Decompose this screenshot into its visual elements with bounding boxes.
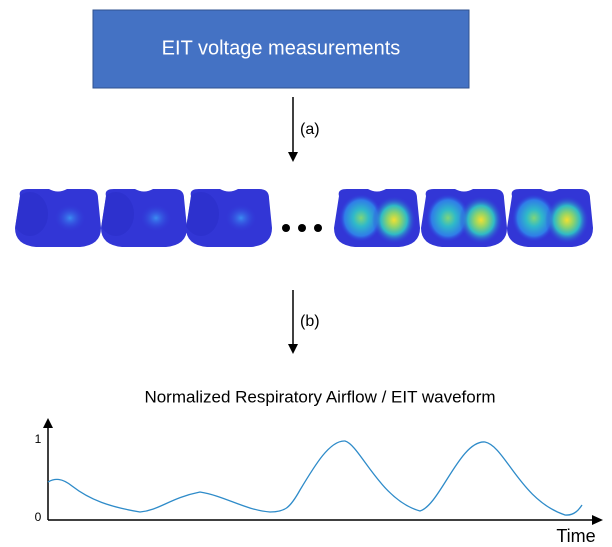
box-label: EIT voltage measurements: [162, 37, 401, 59]
ellipsis: [282, 224, 322, 232]
eit-image: [334, 189, 420, 247]
waveform-line: [48, 441, 582, 515]
y-label: 0: [35, 510, 42, 524]
y-label: 1: [35, 432, 42, 446]
axis-head: [592, 515, 603, 525]
arrow-head: [288, 344, 298, 354]
eit-image: [98, 189, 187, 247]
arrow-label: (b): [300, 313, 320, 330]
diagram: EIT voltage measurements (a) (b) Normali…: [0, 0, 612, 547]
arrow-head: [288, 152, 298, 162]
eit-image: [183, 189, 272, 247]
eit-image: [507, 189, 593, 247]
eit-image: [12, 189, 101, 247]
x-label: Time: [556, 526, 595, 546]
axis-head: [43, 418, 53, 428]
waveform-title: Normalized Respiratory Airflow / EIT wav…: [144, 387, 495, 406]
eit-image: [421, 189, 507, 247]
eit-images: [12, 189, 593, 247]
arrow-label: (a): [300, 121, 320, 138]
